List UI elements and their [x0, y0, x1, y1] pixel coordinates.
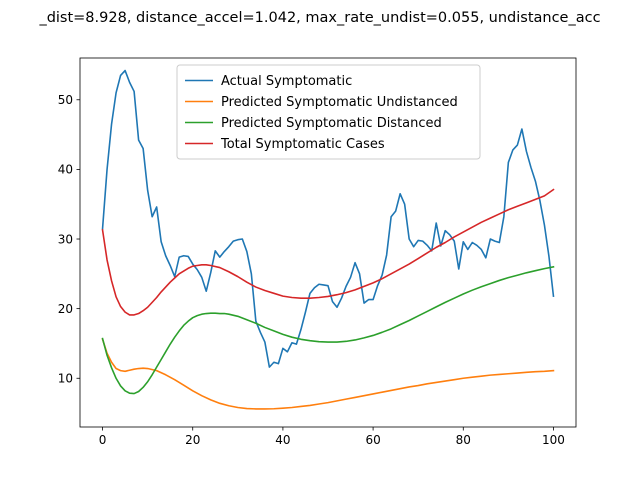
x-tick-label: 40: [275, 433, 290, 447]
legend-label: Predicted Symptomatic Distanced: [221, 116, 442, 131]
y-tick-label: 40: [58, 163, 73, 177]
y-tick-label: 30: [58, 232, 73, 246]
axes-frame: [79, 57, 577, 428]
x-tick-label: 80: [456, 433, 471, 447]
series-line-2: [101, 338, 555, 410]
chart-title: _dist=8.928, distance_accel=1.042, max_r…: [38, 10, 600, 26]
x-tick-label: 60: [365, 433, 380, 447]
series-line-3: [101, 265, 555, 395]
series-line-4: [101, 188, 555, 316]
legend-box: [176, 64, 481, 160]
x-tick-label: 0: [99, 433, 107, 447]
x-tick-label: 20: [185, 433, 200, 447]
y-tick-label: 50: [58, 93, 73, 107]
series-line-1: [101, 69, 555, 368]
series-layer: [101, 69, 555, 410]
legend-label: Total Symptomatic Cases: [220, 137, 385, 152]
legend-label: Predicted Symptomatic Undistanced: [221, 95, 458, 110]
y-tick-label: 10: [58, 372, 73, 386]
y-tick-label: 20: [58, 302, 73, 316]
legend-label: Actual Symptomatic: [221, 74, 352, 89]
axes-layer: 0 20 40 60 80 100 10 20 30 40 50: [58, 57, 577, 447]
x-tick-label: 100: [542, 433, 565, 447]
legend: Actual Symptomatic Predicted Symptomatic …: [176, 64, 481, 160]
